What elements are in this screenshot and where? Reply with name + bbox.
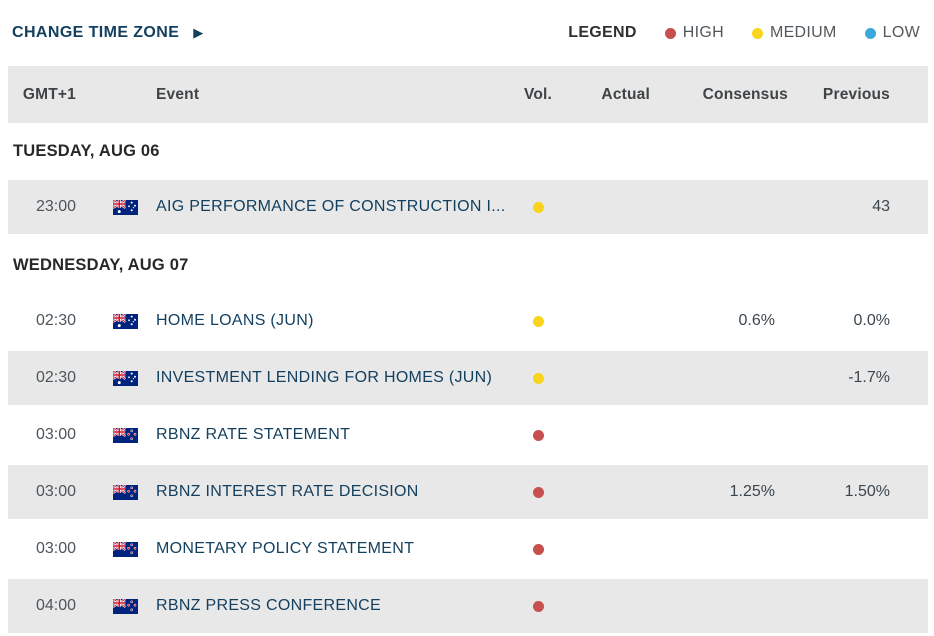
vol-cell bbox=[513, 543, 563, 555]
event-title: RBNZ PRESS CONFERENCE bbox=[156, 597, 381, 614]
australia-flag-icon bbox=[113, 199, 138, 215]
economic-calendar-table: GMT+1 Event Vol. Actual Consensus Previo… bbox=[8, 66, 928, 633]
event-row[interactable]: 04:00 RBNZ PRESS CONFERENCE bbox=[8, 579, 928, 633]
previous-value: 0.0% bbox=[853, 312, 890, 329]
flag-cell bbox=[76, 199, 148, 215]
new-zealand-flag-icon bbox=[113, 598, 138, 614]
event-row[interactable]: 03:00 RBNZ RATE STATEMENT bbox=[8, 408, 928, 462]
volatility-medium-dot-icon bbox=[532, 201, 544, 213]
header-consensus: Consensus bbox=[702, 85, 788, 103]
chevron-right-icon: ▶ bbox=[193, 25, 204, 40]
event-time: 03:00 bbox=[35, 483, 76, 500]
event-title: RBNZ INTEREST RATE DECISION bbox=[156, 483, 419, 500]
previous-value: -1.7% bbox=[848, 369, 890, 386]
vol-cell bbox=[513, 315, 563, 327]
volatility-high-dot-icon bbox=[532, 429, 544, 441]
previous-value: 43 bbox=[872, 198, 890, 215]
new-zealand-flag-icon bbox=[113, 484, 138, 500]
flag-cell bbox=[76, 370, 148, 386]
consensus-value: 1.25% bbox=[729, 483, 775, 500]
vol-cell bbox=[513, 201, 563, 213]
flag-cell bbox=[76, 427, 148, 443]
vol-cell bbox=[513, 486, 563, 498]
flag-cell bbox=[76, 598, 148, 614]
legend-title: LEGEND bbox=[568, 24, 637, 41]
event-row[interactable]: 03:00 RBNZ INTEREST RATE DECISION 1.25% … bbox=[8, 465, 928, 519]
volatility-high-dot-icon bbox=[532, 543, 544, 555]
event-title: INVESTMENT LENDING FOR HOMES (JUN) bbox=[156, 369, 493, 386]
new-zealand-flag-icon bbox=[113, 541, 138, 557]
new-zealand-flag-icon bbox=[113, 427, 138, 443]
medium-dot-icon bbox=[751, 27, 763, 39]
low-dot-icon bbox=[864, 27, 876, 39]
section-date-title: TUESDAY, AUG 06 bbox=[8, 123, 928, 180]
legend: LEGEND HIGH MEDIUM LOW bbox=[568, 24, 920, 42]
change-time-zone-label: CHANGE TIME ZONE bbox=[12, 24, 180, 41]
volatility-high-dot-icon bbox=[532, 486, 544, 498]
header-vol: Vol. bbox=[523, 85, 553, 103]
header-event: Event bbox=[156, 85, 200, 103]
australia-flag-icon bbox=[113, 370, 138, 386]
flag-cell bbox=[76, 484, 148, 500]
high-dot-icon bbox=[664, 27, 676, 39]
consensus-value: 0.6% bbox=[738, 312, 775, 329]
legend-item-medium: MEDIUM bbox=[751, 24, 837, 42]
event-title: HOME LOANS (JUN) bbox=[156, 312, 314, 329]
event-title: AIG PERFORMANCE OF CONSTRUCTION I... bbox=[156, 198, 506, 215]
event-row[interactable]: 03:00 MONETARY POLICY STATEMENT bbox=[8, 522, 928, 576]
volatility-medium-dot-icon bbox=[532, 315, 544, 327]
header-actual: Actual bbox=[601, 85, 650, 103]
vol-cell bbox=[513, 600, 563, 612]
legend-label: LOW bbox=[882, 24, 920, 41]
header-previous: Previous bbox=[822, 85, 890, 103]
legend-item-low: LOW bbox=[864, 24, 920, 42]
event-title: MONETARY POLICY STATEMENT bbox=[156, 540, 415, 557]
vol-cell bbox=[513, 372, 563, 384]
event-time: 03:00 bbox=[35, 540, 76, 557]
previous-value: 1.50% bbox=[844, 483, 890, 500]
event-row[interactable]: 02:30 HOME LOANS (JUN) 0.6% 0.0% bbox=[8, 294, 928, 348]
change-time-zone-button[interactable]: CHANGE TIME ZONE ▶ bbox=[12, 24, 204, 42]
event-time: 02:30 bbox=[35, 312, 76, 329]
event-time: 23:00 bbox=[35, 198, 76, 215]
event-row[interactable]: 02:30 INVESTMENT LENDING FOR HOMES (JUN)… bbox=[8, 351, 928, 405]
flag-cell bbox=[76, 313, 148, 329]
australia-flag-icon bbox=[113, 313, 138, 329]
volatility-medium-dot-icon bbox=[532, 372, 544, 384]
event-title: RBNZ RATE STATEMENT bbox=[156, 426, 351, 443]
toolbar: CHANGE TIME ZONE ▶ LEGEND HIGH MEDIUM LOW bbox=[0, 0, 934, 66]
event-time: 04:00 bbox=[35, 597, 76, 614]
event-row[interactable]: 23:00 AIG PERFORMANCE OF CONSTRUCTION I.… bbox=[8, 180, 928, 234]
event-time: 03:00 bbox=[35, 426, 76, 443]
section-date-title: WEDNESDAY, AUG 07 bbox=[8, 237, 928, 294]
vol-cell bbox=[513, 429, 563, 441]
event-time: 02:30 bbox=[35, 369, 76, 386]
table-body: TUESDAY, AUG 06 23:00 AIG PERFORMANCE OF… bbox=[8, 123, 928, 633]
legend-label: MEDIUM bbox=[769, 24, 837, 41]
header-time: GMT+1 bbox=[22, 85, 76, 103]
legend-label: HIGH bbox=[682, 24, 724, 41]
legend-item-high: HIGH bbox=[664, 24, 724, 42]
volatility-high-dot-icon bbox=[532, 600, 544, 612]
flag-cell bbox=[76, 541, 148, 557]
table-header-row: GMT+1 Event Vol. Actual Consensus Previo… bbox=[8, 66, 928, 123]
